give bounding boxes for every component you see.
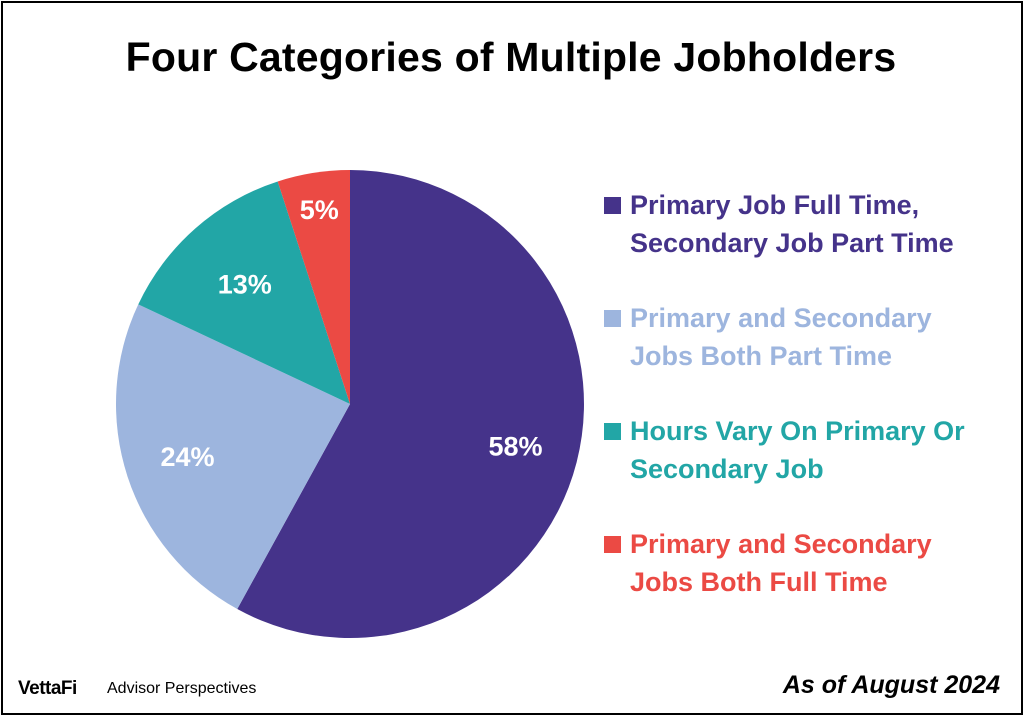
chart-legend: Primary Job Full Time, Secondary Job Part… (604, 186, 1014, 601)
slice-value-label: 13% (218, 270, 272, 300)
legend-label: Primary and Secondary (630, 529, 932, 559)
legend-swatch (604, 536, 621, 553)
advisor-perspectives-brand: Advisor Perspectives (107, 680, 257, 697)
legend-label: Primary Job Full Time, (630, 190, 920, 220)
pie-slice (237, 170, 584, 638)
pie-slice (138, 181, 350, 404)
legend-item: Primary and Secondary Jobs Both Part Time (604, 299, 1014, 375)
slice-value-label: 24% (160, 442, 214, 472)
legend-label: Jobs Both Full Time (630, 567, 888, 597)
as-of-date-note: As of August 2024 (782, 671, 1000, 699)
legend-label: Secondary Job (630, 454, 824, 484)
pie-slice (115, 304, 350, 610)
pie-slice (277, 170, 350, 404)
legend-swatch (604, 197, 621, 214)
chart-title: Four Categories of Multiple Jobholders (125, 34, 897, 80)
legend-label: Jobs Both Part Time (630, 341, 893, 371)
legend-item: Primary Job Full Time, Secondary Job Part… (604, 186, 1014, 262)
legend-label: Primary and Secondary (630, 303, 932, 333)
legend-label: Secondary Job Part Time (630, 228, 954, 258)
legend-swatch (604, 423, 621, 440)
slice-value-label: 5% (300, 195, 339, 225)
slice-value-label: 58% (488, 432, 542, 462)
legend-item: Primary and Secondary Jobs Both Full Time (604, 525, 1014, 601)
legend-label: Hours Vary On Primary Or (630, 416, 965, 446)
vettafi-logo: VettaFi (18, 678, 77, 699)
legend-swatch (604, 310, 621, 327)
legend-item: Hours Vary On Primary Or Secondary Job (604, 412, 1014, 488)
